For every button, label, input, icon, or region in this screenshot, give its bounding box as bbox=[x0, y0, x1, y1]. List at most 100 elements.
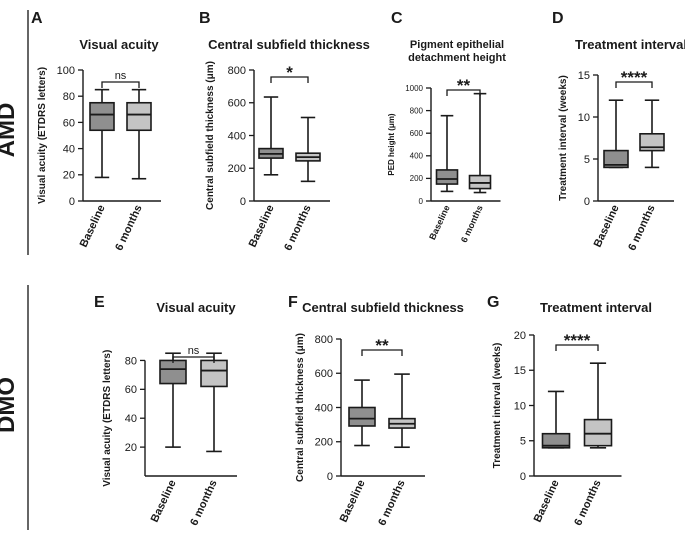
box-baseline bbox=[89, 101, 115, 132]
y-tick-label: 600 bbox=[410, 129, 424, 138]
y-tick-label: 800 bbox=[228, 65, 246, 77]
significance-label: ** bbox=[457, 76, 471, 95]
group-label-amd: AMD bbox=[0, 103, 20, 158]
significance-bracket bbox=[615, 81, 653, 88]
y-tick-label: 5 bbox=[520, 436, 526, 448]
significance-label: **** bbox=[621, 68, 648, 87]
x-category-label: Baseline bbox=[338, 478, 368, 524]
significance-bracket bbox=[361, 349, 403, 356]
box-baseline bbox=[435, 169, 459, 185]
y-tick-label: 0 bbox=[584, 196, 590, 208]
y-axis-label: Treatment interval (weeks) bbox=[492, 343, 503, 469]
box-baseline bbox=[348, 406, 376, 427]
box-6-months bbox=[126, 101, 152, 132]
significance-bracket bbox=[172, 356, 215, 363]
significance-bracket bbox=[270, 76, 309, 83]
y-tick-label: 40 bbox=[125, 413, 137, 425]
panel-letter: F bbox=[288, 294, 298, 311]
significance-label: **** bbox=[564, 331, 591, 350]
y-axis-label: PED height (μm) bbox=[387, 113, 396, 176]
x-category-label: Baseline bbox=[149, 478, 179, 524]
x-category-label: Baseline bbox=[532, 478, 562, 524]
panel-letter: C bbox=[391, 10, 403, 27]
x-category-label: 6 months bbox=[113, 203, 145, 252]
x-category-label: 6 months bbox=[188, 478, 220, 527]
significance-label: ns bbox=[188, 345, 200, 357]
y-tick-label: 800 bbox=[410, 106, 424, 115]
y-tick-label: 100 bbox=[57, 65, 75, 77]
y-tick-label: 40 bbox=[63, 143, 75, 155]
panel-letter: G bbox=[487, 294, 499, 311]
box-6-months bbox=[583, 418, 613, 447]
y-tick-label: 5 bbox=[584, 154, 590, 166]
panel-letter: E bbox=[94, 294, 105, 311]
y-axis-label: Visual acuity (ETDRS letters) bbox=[102, 350, 113, 487]
panel-d: D Treatment interval 0 5 10 15 Treatment inter… bbox=[552, 10, 685, 253]
x-category-label: 6 months bbox=[572, 478, 604, 527]
chart-title: Treatment interval bbox=[540, 300, 652, 315]
chart-title: Treatment interval bbox=[575, 37, 685, 52]
y-tick-label: 400 bbox=[410, 152, 424, 161]
box-baseline bbox=[159, 359, 187, 385]
y-tick-label: 80 bbox=[125, 355, 137, 367]
y-tick-label: 1000 bbox=[405, 84, 423, 93]
y-tick-label: 600 bbox=[228, 98, 246, 110]
x-category-label: Baseline bbox=[592, 203, 622, 249]
y-tick-label: 0 bbox=[327, 471, 333, 483]
y-tick-label: 400 bbox=[315, 402, 333, 414]
y-tick-label: 0 bbox=[520, 471, 526, 483]
y-tick-label: 400 bbox=[228, 130, 246, 142]
y-tick-label: 200 bbox=[410, 174, 424, 183]
y-tick-label: 0 bbox=[69, 196, 75, 208]
panel-e: E Visual acuity 20 40 60 80 Visual acuity (ETD… bbox=[94, 294, 237, 528]
y-tick-label: 15 bbox=[578, 70, 590, 82]
y-tick-label: 800 bbox=[315, 334, 333, 346]
y-tick-label: 20 bbox=[514, 330, 526, 342]
x-category-label: 6 months bbox=[459, 204, 485, 244]
panel-g: G Treatment interval 0 5 10 15 20 Treatment int… bbox=[487, 294, 652, 528]
significance-label: ** bbox=[375, 336, 389, 355]
x-category-label: Baseline bbox=[427, 204, 452, 242]
y-tick-label: 20 bbox=[125, 442, 137, 454]
y-tick-label: 600 bbox=[315, 368, 333, 380]
y-axis-label: Treatment interval (weeks) bbox=[558, 75, 569, 201]
y-tick-label: 60 bbox=[63, 117, 75, 129]
x-category-label: 6 months bbox=[282, 203, 314, 252]
chart-title: Visual acuity bbox=[156, 300, 236, 315]
y-tick-label: 200 bbox=[228, 163, 246, 175]
panel-f: F Central subfield thickness 0 200 400 600 800… bbox=[288, 294, 464, 528]
y-tick-label: 20 bbox=[63, 170, 75, 182]
group-label-dmo: DMO bbox=[0, 377, 20, 433]
box-baseline bbox=[603, 149, 629, 169]
chart-title-line: detachment height bbox=[408, 52, 506, 64]
y-tick-label: 0 bbox=[419, 197, 424, 206]
box-baseline bbox=[541, 432, 571, 449]
panel-letter: B bbox=[199, 10, 211, 27]
chart-title: Visual acuity bbox=[79, 37, 159, 52]
y-axis-label: Visual acuity (ETDRS letters) bbox=[37, 67, 48, 204]
chart-title: Central subfield thickness bbox=[302, 300, 464, 315]
y-tick-label: 15 bbox=[514, 365, 526, 377]
y-axis-label: Central subfield thickness (μm) bbox=[295, 333, 306, 482]
y-axis-label: Central subfield thickness (μm) bbox=[205, 61, 216, 210]
significance-bracket bbox=[555, 344, 599, 351]
significance-label: ns bbox=[115, 70, 127, 82]
significance-bracket bbox=[101, 81, 140, 88]
panel-b: B Central subfield thickness 0 200 400 600 800… bbox=[199, 10, 370, 253]
chart-title: Central subfield thickness bbox=[208, 37, 370, 52]
box-6-months bbox=[200, 359, 228, 388]
chart-title-line: Pigment epithelial bbox=[410, 39, 504, 51]
y-tick-label: 10 bbox=[514, 400, 526, 412]
panel-a: A Visual acuity 0 20 40 60 80 100 Visual acuity … bbox=[31, 10, 161, 253]
y-tick-label: 0 bbox=[240, 196, 246, 208]
x-category-label: Baseline bbox=[78, 203, 108, 249]
significance-bracket bbox=[446, 89, 481, 96]
x-category-label: Baseline bbox=[247, 203, 277, 249]
panel-letter: A bbox=[31, 10, 43, 27]
y-tick-label: 80 bbox=[63, 91, 75, 103]
panel-letter: D bbox=[552, 10, 564, 27]
y-tick-label: 200 bbox=[315, 437, 333, 449]
y-tick-label: 10 bbox=[578, 112, 590, 124]
